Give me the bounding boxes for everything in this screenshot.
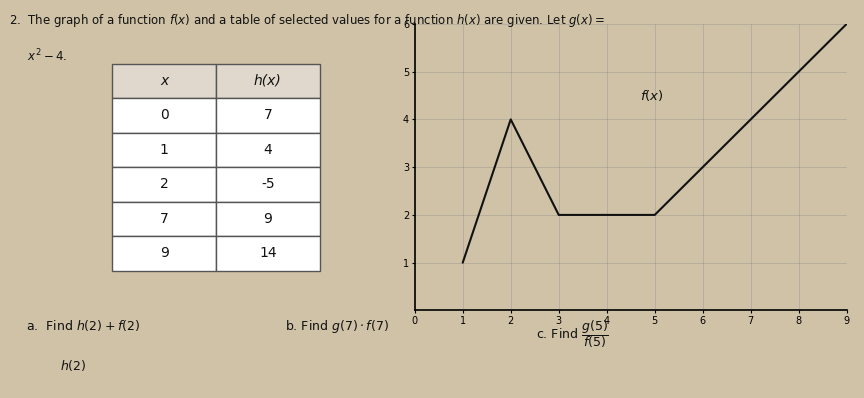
Bar	[216, 64, 320, 98]
Bar	[216, 98, 320, 133]
Text: 9: 9	[264, 212, 272, 226]
Bar	[112, 236, 216, 271]
Text: $f(x)$: $f(x)$	[640, 88, 664, 103]
Bar	[112, 202, 216, 236]
Bar	[112, 133, 216, 167]
Bar	[216, 236, 320, 271]
Text: 2: 2	[160, 178, 168, 191]
Text: x: x	[160, 74, 168, 88]
Bar	[112, 64, 216, 98]
Bar	[112, 98, 216, 133]
Text: 2.  The graph of a function $f(x)$ and a table of selected values for a function: 2. The graph of a function $f(x)$ and a …	[9, 12, 605, 29]
Text: $x^2 - 4$.: $x^2 - 4$.	[9, 48, 67, 64]
Bar	[216, 167, 320, 202]
Text: $h(2)$: $h(2)$	[60, 358, 87, 373]
Text: 7: 7	[160, 212, 168, 226]
Text: 1: 1	[160, 143, 168, 157]
Text: h(x): h(x)	[254, 74, 282, 88]
Text: 7: 7	[264, 108, 272, 123]
Text: 14: 14	[259, 246, 276, 260]
Text: 9: 9	[160, 246, 168, 260]
Text: c. Find $\dfrac{g(5)}{f(5)}$: c. Find $\dfrac{g(5)}{f(5)}$	[536, 318, 608, 350]
Text: 0: 0	[160, 108, 168, 123]
Bar	[112, 167, 216, 202]
Text: b. Find $g(7) \cdot f(7)$: b. Find $g(7) \cdot f(7)$	[285, 318, 389, 336]
Bar	[216, 202, 320, 236]
Text: a.  Find $h(2) + f(2)$: a. Find $h(2) + f(2)$	[26, 318, 140, 334]
Bar	[216, 133, 320, 167]
Text: -5: -5	[261, 178, 275, 191]
Text: 4: 4	[264, 143, 272, 157]
